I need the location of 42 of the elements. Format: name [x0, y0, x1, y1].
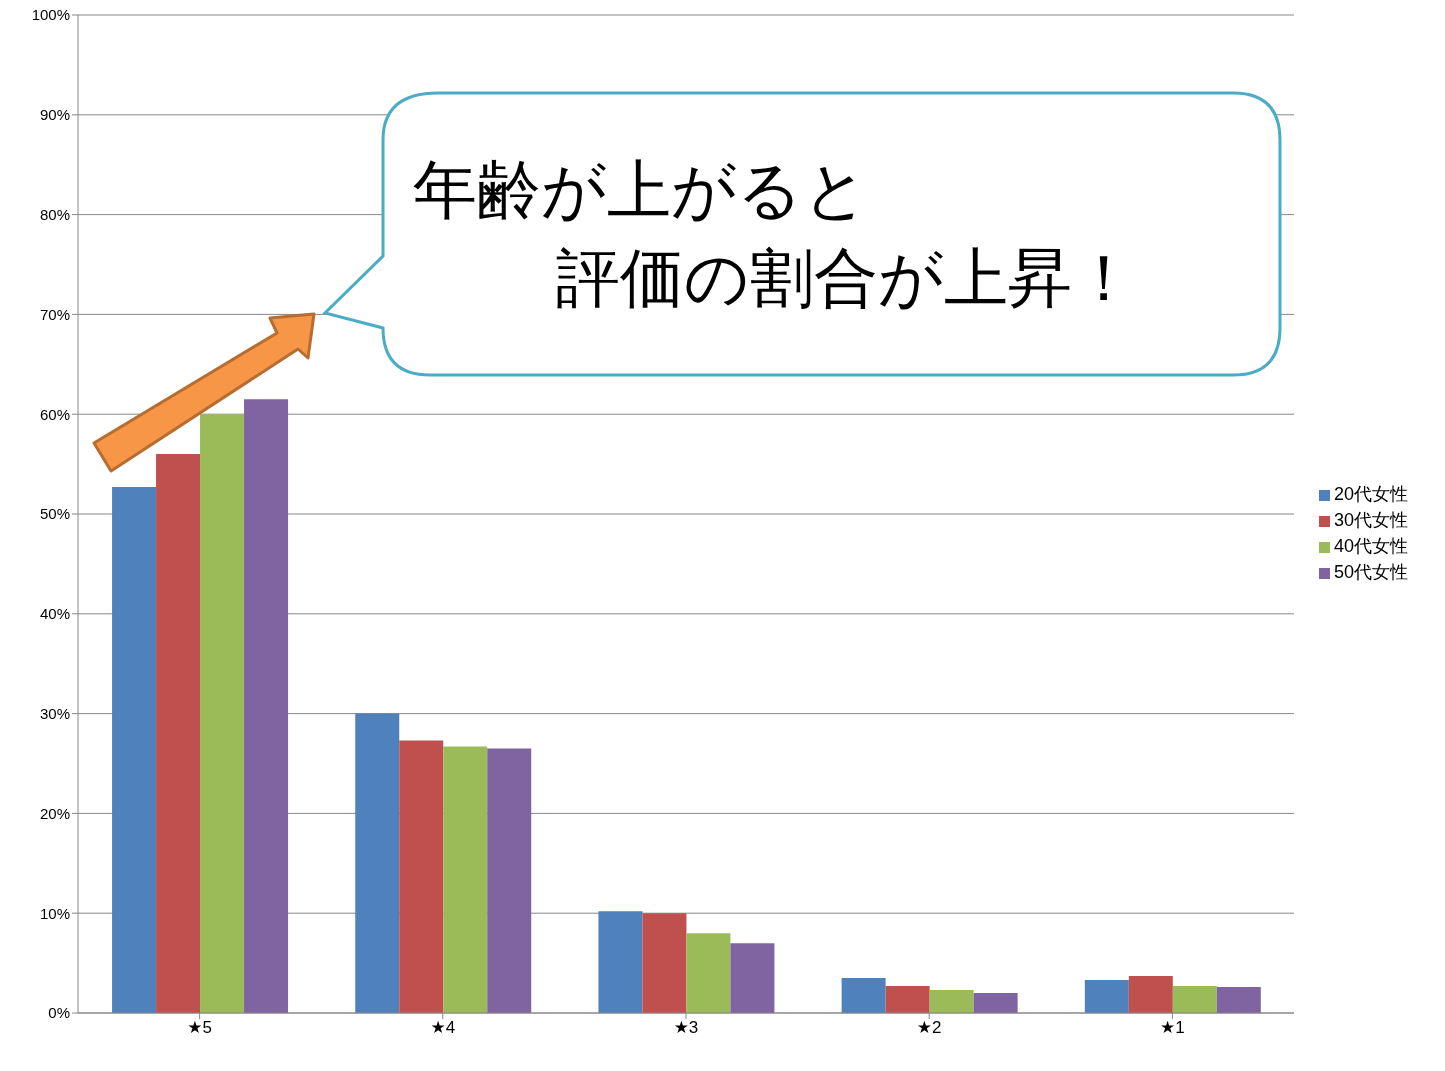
bar: [885, 986, 930, 1013]
y-tick-label: 90%: [39, 106, 70, 124]
bar: [399, 740, 444, 1013]
bar: [156, 454, 201, 1013]
y-tick-label: 40%: [39, 605, 70, 623]
y-tick-label: 30%: [39, 704, 70, 722]
y-tick-label: 10%: [39, 904, 70, 922]
bar: [973, 993, 1018, 1013]
bar: [1084, 980, 1129, 1013]
annotation: 評価の割合が上昇！: [556, 241, 1136, 316]
bar: [1172, 986, 1217, 1013]
bar: [355, 713, 400, 1013]
bar: [642, 913, 687, 1013]
y-tick-label: 50%: [39, 505, 70, 523]
y-tick-label: 0%: [48, 1004, 70, 1022]
bar: [686, 933, 731, 1013]
bar: [244, 399, 289, 1013]
x-tick-label: ★4: [430, 1018, 456, 1038]
x-tick-label: ★3: [673, 1018, 699, 1038]
y-tick-label: 20%: [39, 804, 70, 822]
x-tick-label: ★1: [1160, 1018, 1185, 1038]
y-tick-label: 100%: [31, 6, 70, 24]
y-tick-label: 60%: [39, 405, 70, 423]
x-tick-label: ★2: [916, 1018, 942, 1038]
bar: [730, 943, 775, 1013]
x-tick-label: ★5: [187, 1018, 212, 1038]
bar: [598, 911, 643, 1013]
annotation: 年齢が上がると: [413, 153, 869, 228]
bar: [1128, 976, 1173, 1013]
bar: [200, 414, 245, 1013]
bar: [487, 748, 532, 1013]
y-tick-label: 80%: [39, 205, 70, 223]
y-tick-label: 70%: [39, 305, 70, 323]
bar: [112, 487, 157, 1013]
legend-label: 30代女性: [1333, 510, 1408, 530]
bar: [1216, 987, 1261, 1013]
bar: [929, 990, 974, 1013]
legend-label: 40代女性: [1333, 536, 1408, 556]
bar: [443, 746, 488, 1013]
legend-label: 50代女性: [1333, 562, 1408, 582]
bar: [841, 978, 886, 1013]
legend-label: 20代女性: [1333, 484, 1408, 504]
